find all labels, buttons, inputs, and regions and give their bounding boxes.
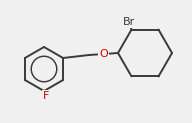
- Text: O: O: [99, 49, 108, 59]
- Text: Br: Br: [122, 17, 135, 27]
- Text: F: F: [43, 91, 49, 101]
